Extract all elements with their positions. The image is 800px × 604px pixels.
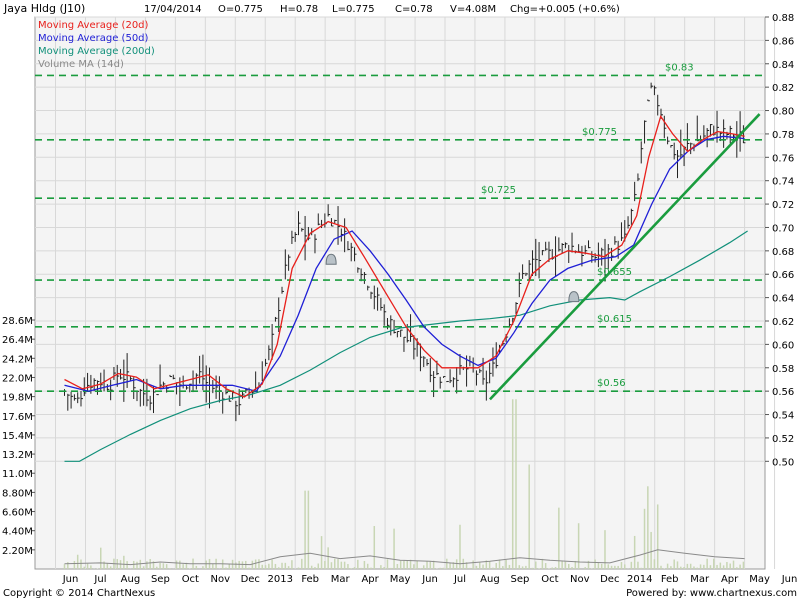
plot-area bbox=[34, 16, 766, 570]
alert-markers bbox=[325, 253, 580, 303]
header-high: H=0.78 bbox=[280, 4, 318, 15]
volume-tick-label: 6.60M bbox=[2, 508, 33, 519]
volume-tick-label: 8.80M bbox=[2, 488, 33, 499]
price-tick-label: 0.66 bbox=[772, 270, 794, 281]
price-tick-label: 0.84 bbox=[772, 60, 794, 71]
month-label: Sep bbox=[151, 574, 170, 585]
volume-tick-label: 19.8M bbox=[2, 393, 33, 404]
support-label: $0.775 bbox=[582, 127, 617, 138]
month-label: Oct bbox=[182, 574, 199, 585]
volume-tick-label: 22.0M bbox=[2, 373, 33, 384]
price-tick-label: 0.86 bbox=[772, 36, 794, 47]
volume-tick-label: 24.2M bbox=[2, 354, 33, 365]
month-label: Jun bbox=[421, 574, 438, 585]
month-label: Feb bbox=[661, 574, 679, 585]
price-tick-label: 0.74 bbox=[772, 177, 794, 188]
copyright: Copyright © 2014 ChartNexus bbox=[3, 588, 155, 599]
month-label: 2013 bbox=[267, 574, 292, 585]
month-label: Dec bbox=[600, 574, 619, 585]
month-label: May bbox=[390, 574, 411, 585]
month-label: Mar bbox=[690, 574, 710, 585]
month-label: Oct bbox=[541, 574, 558, 585]
volume-bars bbox=[63, 399, 745, 569]
header-row: Jaya Hldg (J10) 17/04/2014 O=0.775 H=0.7… bbox=[3, 2, 620, 15]
support-label: $0.615 bbox=[597, 314, 632, 325]
legend-ma50: Moving Average (50d) bbox=[38, 33, 149, 44]
time-axis: Jun Jul Aug Sep Oct Nov Dec 2013 Feb Mar Apr May Jun… bbox=[62, 574, 798, 585]
month-label: Jul bbox=[93, 574, 106, 585]
header-volume: V=4.08M bbox=[450, 4, 496, 15]
price-tick-label: 0.50 bbox=[772, 457, 794, 468]
legend-ma200: Moving Average (200d) bbox=[38, 46, 155, 57]
volume-tick-label: 28.6M bbox=[2, 316, 33, 327]
volume-tick-label: 13.2M bbox=[2, 450, 33, 461]
ma50-line bbox=[64, 135, 745, 392]
chart-title: Jaya Hldg (J10) bbox=[3, 2, 85, 15]
alert-bell-icon bbox=[325, 253, 337, 265]
price-tick-label: 0.58 bbox=[772, 364, 794, 375]
support-label: $0.56 bbox=[597, 378, 626, 389]
volume-axis: 28.6M 26.4M 24.2M 22.0M 19.8M 17.6M 15.4M 13.2M… bbox=[2, 316, 35, 557]
month-label: Jul bbox=[453, 574, 466, 585]
price-axis: 0.88 0.86 0.84 0.82 0.80 0.78 0.76 0.74 0.72 0.70… bbox=[765, 13, 794, 468]
legend: Moving Average (20d) Moving Average (50d… bbox=[38, 20, 155, 70]
month-label: Apr bbox=[721, 574, 739, 585]
volume-tick-label: 26.4M bbox=[2, 335, 33, 346]
month-label: Jun bbox=[62, 574, 79, 585]
month-label: Aug bbox=[480, 574, 500, 585]
header-close: C=0.78 bbox=[395, 4, 433, 15]
month-label: Dec bbox=[241, 574, 260, 585]
price-tick-label: 0.82 bbox=[772, 83, 794, 94]
support-levels: $0.83 $0.775 $0.725 $0.655 $0.615 $0.56 bbox=[35, 62, 765, 392]
header-change: Chg=+0.005 (+0.6%) bbox=[510, 4, 620, 15]
trend-line bbox=[488, 113, 761, 401]
price-tick-label: 0.60 bbox=[772, 340, 794, 351]
header-date: 17/04/2014 bbox=[144, 4, 202, 15]
price-tick-label: 0.62 bbox=[772, 317, 794, 328]
volume-tick-label: 17.6M bbox=[2, 412, 33, 423]
price-tick-label: 0.68 bbox=[772, 247, 794, 258]
month-label: Mar bbox=[331, 574, 351, 585]
legend-volume-ma: Volume MA (14d) bbox=[38, 59, 124, 70]
header-open: O=0.775 bbox=[218, 4, 263, 15]
month-label: Jun bbox=[781, 574, 798, 585]
volume-tick-label: 11.0M bbox=[2, 469, 33, 480]
price-tick-label: 0.88 bbox=[772, 13, 794, 24]
month-label: Apr bbox=[361, 574, 379, 585]
month-label: Nov bbox=[570, 574, 590, 585]
volume-ma-line bbox=[64, 549, 745, 566]
support-label: $0.83 bbox=[665, 62, 694, 73]
price-tick-label: 0.72 bbox=[772, 200, 794, 211]
price-tick-label: 0.54 bbox=[772, 411, 794, 422]
month-label: Sep bbox=[510, 574, 529, 585]
price-tick-label: 0.78 bbox=[772, 130, 794, 141]
price-tick-label: 0.76 bbox=[772, 153, 794, 164]
ma20-line bbox=[64, 114, 745, 398]
month-label: Aug bbox=[121, 574, 141, 585]
volume-tick-label: 4.40M bbox=[2, 527, 33, 538]
month-label: May bbox=[749, 574, 770, 585]
price-tick-label: 0.70 bbox=[772, 223, 794, 234]
grid-lines bbox=[35, 16, 776, 569]
month-label: Feb bbox=[301, 574, 319, 585]
month-label: 2014 bbox=[627, 574, 652, 585]
price-tick-label: 0.64 bbox=[772, 294, 794, 305]
price-tick-label: 0.80 bbox=[772, 107, 794, 118]
price-tick-label: 0.52 bbox=[772, 434, 794, 445]
volume-tick-label: 2.20M bbox=[2, 546, 33, 557]
volume-tick-label: 15.4M bbox=[2, 431, 33, 442]
ma200-line bbox=[64, 230, 748, 462]
support-label: $0.725 bbox=[481, 185, 516, 196]
support-label: $0.655 bbox=[597, 267, 632, 278]
legend-ma20: Moving Average (20d) bbox=[38, 20, 149, 31]
header-low: L=0.775 bbox=[332, 4, 375, 15]
month-label: Nov bbox=[211, 574, 231, 585]
powered-by: Powered by: www.chartnexus.com bbox=[626, 588, 797, 599]
alert-bell-icon bbox=[568, 291, 580, 303]
price-tick-label: 0.56 bbox=[772, 387, 794, 398]
